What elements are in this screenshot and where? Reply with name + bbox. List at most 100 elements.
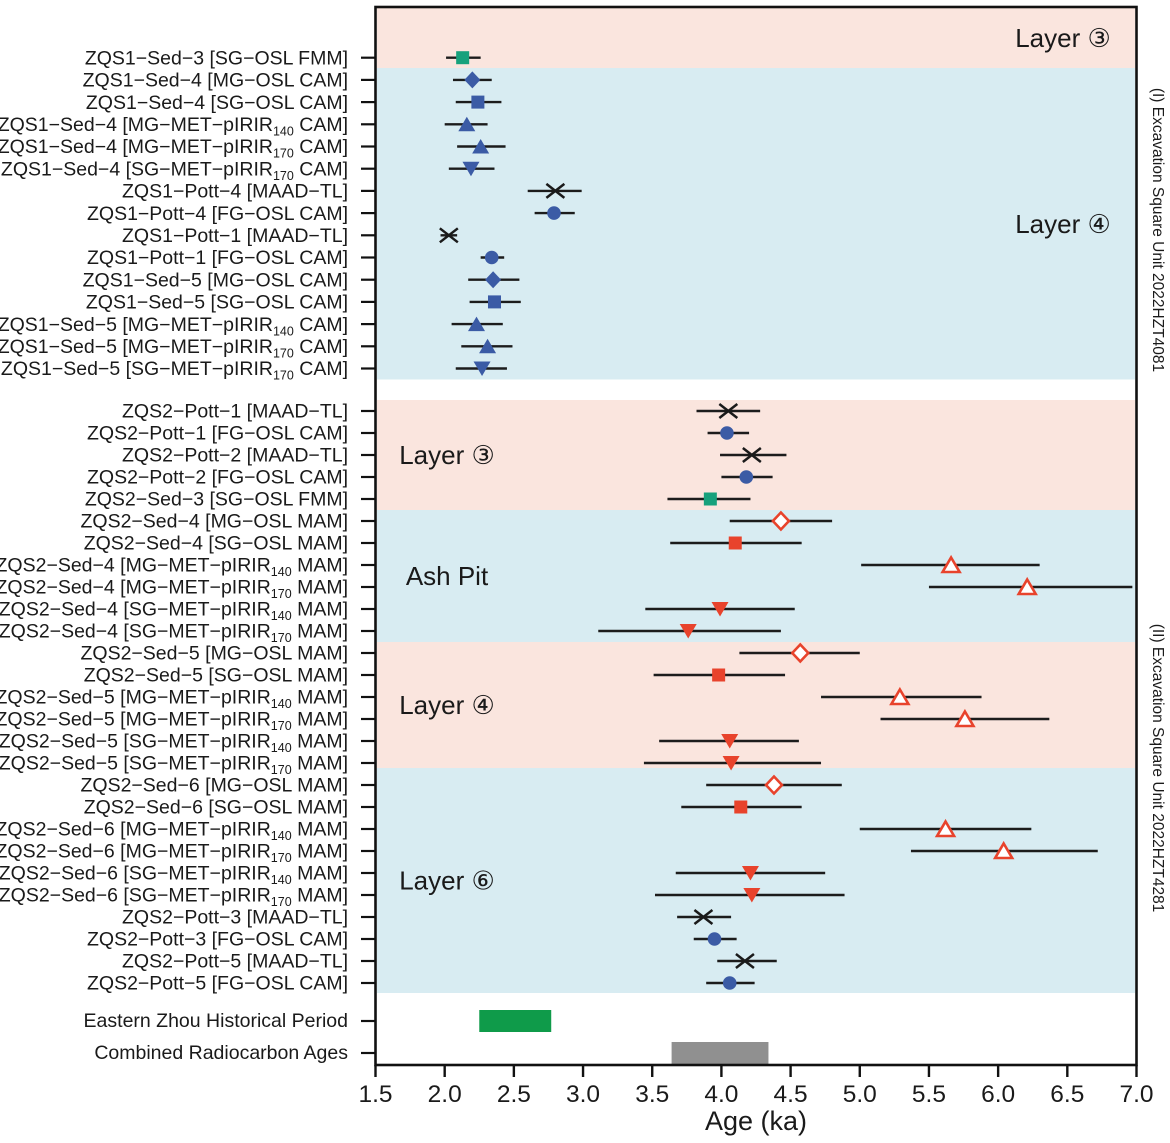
marker-x-stroke [718,403,739,419]
x-tick-label: 3.5 [635,1081,669,1108]
marker-circle [722,976,737,990]
sample-label: ZQS2−Sed−5 [MG−OSL MAM] [80,643,348,665]
sample-label: ZQS1−Sed−3 [SG−OSL FMM] [85,47,348,69]
period-bar-row: Eastern Zhou Historical Period [84,1010,552,1032]
sample-label: ZQS1−Sed−4 [SG−OSL CAM] [86,92,348,114]
data-rows: ZQS1−Sed−3 [SG−OSL FMM]ZQS1−Sed−4 [MG−OS… [0,47,1133,995]
x-tick-label: 1.5 [358,1081,392,1108]
sample-row: ZQS2−Pott−5 [FG−OSL CAM] [87,973,755,995]
sample-row: ZQS2−Pott−5 [MAAD−TL] [122,951,777,973]
marker-x-stroke [693,909,714,925]
period-bars: Eastern Zhou Historical Period Combined R… [84,1010,769,1064]
sample-label: ZQS1−Pott−1 [MAAD−TL] [122,225,348,247]
x-tick-label: 2.5 [497,1081,531,1108]
period-bar [479,1010,552,1032]
marker-triangle-up [934,818,957,838]
sample-row: ZQS1−Sed−5 [MG−OSL CAM] [83,269,520,291]
layer-label-2: Layer ④ [1015,209,1111,239]
sample-label: ZQS2−Sed−6 [SG−OSL MAM] [84,797,348,819]
x-tick-label: 5.5 [912,1081,946,1108]
sample-label: ZQS1−Sed−4 [SG−MET−pIRIR170 CAM] [1,158,348,183]
sample-label: ZQS2−Sed−6 [MG−MET−pIRIR140 MAM] [0,819,348,844]
marker-triangle-up [479,338,497,354]
layer-label-3: Layer ③ [399,440,495,470]
sample-label: ZQS2−Sed−4 [SG−OSL MAM] [84,533,348,555]
layer-band-5 [377,642,1135,768]
side-label-unit-4081: (I) Excavation Square Unit 2022HZT4081 [1149,88,1166,372]
sample-label: ZQS2−Pott−1 [FG−OSL CAM] [87,423,348,445]
sample-label: ZQS2−Pott−2 [FG−OSL CAM] [87,467,348,489]
sample-row: ZQS2−Sed−4 [SG−OSL MAM] [84,533,802,555]
x-tick-label: 3.0 [566,1081,600,1108]
sample-label: ZQS2−Sed−4 [SG−MET−pIRIR170 MAM] [0,621,348,646]
marker-x-stroke [735,953,755,969]
x-tick-label: 2.0 [428,1081,462,1108]
sample-row: ZQS2−Sed−4 [SG−MET−pIRIR170 MAM] [0,621,781,646]
layer-label-5: Layer ④ [399,690,495,720]
marker-diamond [485,271,502,289]
period-bar-label: Eastern Zhou Historical Period [84,1010,348,1032]
marker-x-stroke [545,182,566,199]
marker-square [712,668,726,682]
marker-triangle-up [472,139,490,154]
marker-x-stroke [439,227,459,244]
sample-label: ZQS2−Sed−5 [SG−MET−pIRIR170 MAM] [0,753,348,778]
sample-label: ZQS1−Pott−4 [MAAD−TL] [122,181,348,203]
sample-label: ZQS2−Sed−4 [MG−MET−pIRIR140 MAM] [0,555,348,580]
marker-circle [720,426,734,440]
marker-diamond [464,71,481,89]
x-axis: 1.5 2.0 2.5 3.0 3.5 4.0 4.5 5.0 5.5 6.0 6.5 7.0 [358,1065,1154,1108]
sample-row: ZQS2−Sed−6 [MG−OSL MAM] [80,774,842,797]
sample-label: ZQS2−Sed−5 [SG−OSL MAM] [84,665,348,687]
side-label-unit-4281: (II) Excavation Square Unit 2022HZT4281 [1149,624,1166,913]
sample-label: ZQS1−Pott−4 [FG−OSL CAM] [87,203,348,225]
sample-row: ZQS1−Sed−5 [SG−MET−pIRIR170 CAM] [1,358,507,383]
layer-band-labels: Layer ③ Layer ④ Layer ③ Ash Pit Layer ④ Layer… [399,23,1111,896]
sample-label: ZQS2−Sed−5 [MG−MET−pIRIR140 MAM] [0,687,348,712]
sample-row: ZQS2−Sed−3 [SG−OSL FMM] [85,489,751,511]
marker-diamond [790,642,811,664]
x-tick-label: 4.0 [704,1081,738,1108]
sample-row: ZQS2−Pott−1 [MAAD−TL] [122,401,761,423]
period-bar-label: Combined Radiocarbon Ages [94,1042,348,1064]
sample-label: ZQS2−Sed−6 [SG−MET−pIRIR170 MAM] [0,885,348,910]
sample-label: ZQS2−Sed−6 [MG−OSL MAM] [80,775,348,797]
sample-label: ZQS1−Sed−5 [SG−OSL CAM] [86,292,348,314]
x-tick-label: 7.0 [1119,1081,1153,1108]
marker-triangle-down [711,602,729,617]
layer-label-6: Layer ⑥ [399,866,495,896]
sample-label: ZQS2−Pott−5 [MAAD−TL] [122,951,348,973]
plot-border [374,5,1138,1067]
marker-triangle-down [743,888,761,903]
marker-circle [707,932,722,946]
sample-label: ZQS2−Pott−3 [FG−OSL CAM] [87,929,348,951]
sample-row: ZQS2−Sed−6 [SG−OSL MAM] [84,797,802,819]
sample-row: ZQS1−Pott−1 [MAAD−TL] [122,225,459,247]
sample-label: ZQS2−Sed−5 [MG−MET−pIRIR170 MAM] [0,709,348,734]
x-tick-label: 6.0 [981,1081,1015,1108]
marker-triangle-up [458,116,476,132]
marker-x-stroke [742,447,762,463]
sample-row: ZQS2−Sed−4 [MG−OSL MAM] [80,510,833,533]
x-tick-label: 5.0 [843,1081,877,1108]
marker-square [487,295,501,309]
sample-row: ZQS2−Pott−3 [MAAD−TL] [122,907,732,929]
sample-row: ZQS1−Sed−4 [SG−OSL CAM] [86,92,502,114]
marker-triangle-down [721,734,739,749]
marker-square [471,95,485,109]
sample-label: ZQS2−Sed−6 [MG−MET−pIRIR170 MAM] [0,841,348,866]
marker-square [703,492,717,506]
sample-label: ZQS2−Pott−2 [MAAD−TL] [122,445,348,467]
sample-row: ZQS1−Pott−4 [FG−OSL CAM] [87,203,575,225]
x-tick-label: 4.5 [774,1081,808,1108]
marker-triangle-up [954,708,976,728]
marker-triangle-down [679,624,697,639]
marker-triangle-down [462,161,480,177]
marker-triangle-up [889,686,911,706]
sample-label: ZQS2−Pott−3 [MAAD−TL] [122,907,348,929]
x-axis-title: Age (ka) [705,1106,807,1136]
layer-band-4 [377,510,1135,642]
sample-label: ZQS2−Pott−1 [MAAD−TL] [122,401,348,423]
